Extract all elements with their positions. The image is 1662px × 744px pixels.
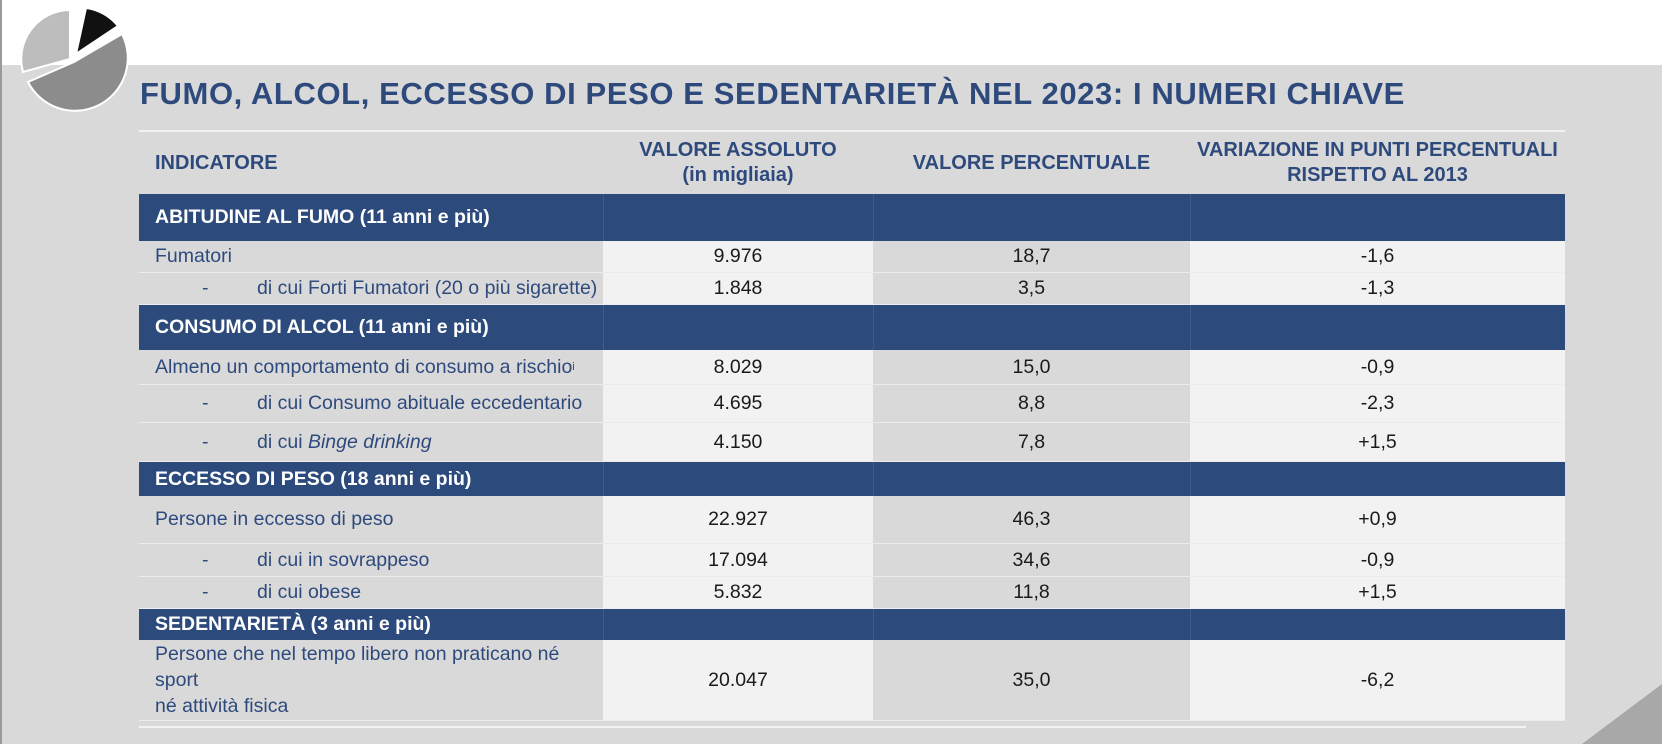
row-abs-value: 4.695 [603,385,873,422]
row-label: - di cui Consumo abituale eccedentario [139,385,603,422]
row-var-value: +1,5 [1190,423,1565,461]
row-abs-value: 1.848 [603,273,873,304]
left-border [0,0,2,744]
row-abs-value: 8.029 [603,350,873,384]
row-pct-value: 7,8 [873,423,1190,461]
header-variazione: VARIAZIONE IN PUNTI PERCENTUALI RISPETTO… [1190,132,1565,194]
row-label-line2: né attività fisica [155,695,289,717]
row-pct-value: 46,3 [873,496,1190,543]
table-row: - di cui in sovrappeso 17.094 34,6 -0,9 [139,544,1565,577]
row-dash: - [202,548,209,571]
row-pct-value: 34,6 [873,544,1190,576]
section-row-alcol: CONSUMO DI ALCOL (11 anni e più) [139,305,1565,350]
table-row: Fumatori 9.976 18,7 -1,6 [139,241,1565,273]
row-label-text: di cui obese [257,581,362,603]
corner-triangle-decoration [1582,684,1662,744]
key-figures-table: INDICATORE VALORE ASSOLUTO (in migliaia)… [139,130,1565,721]
section-row-sedentarieta: SEDENTARIETÀ (3 anni e più) [139,609,1565,640]
row-label: Persone in eccesso di peso [139,496,603,543]
row-label: Almeno un comportamento di consumo a ris… [139,350,603,384]
table-row: Almeno un comportamento di consumo a ris… [139,350,1565,385]
row-dash: - [202,581,209,603]
row-var-value: -2,3 [1190,385,1565,422]
section-label: SEDENTARIETÀ (3 anni e più) [155,613,431,635]
row-label-italic: Binge drinking [307,430,432,453]
row-var-value: -6,2 [1190,640,1565,720]
table-row: - di cui obese 5.832 11,8 +1,5 [139,577,1565,609]
row-abs-value: 4.150 [603,423,873,461]
section-label: CONSUMO DI ALCOL (11 anni e più) [155,316,489,338]
row-label-text: Almeno un comportamento di consumo a ris… [155,355,573,378]
table-row: Persone che nel tempo libero non pratica… [139,640,1565,721]
row-var-value: +0,9 [1190,496,1565,543]
pie-chart-logo-icon [20,6,128,112]
row-dash: - [202,277,209,299]
row-label: - di cui Forti Fumatori (20 o più sigaret… [139,273,603,304]
section-row-fumo: ABITUDINE AL FUMO (11 anni e più) [139,194,1565,241]
row-var-value: -1,3 [1190,273,1565,304]
row-label-prefix: di cui [257,430,308,453]
header-valore-assoluto-line1: VALORE ASSOLUTO [639,139,837,161]
table-row: - di cui Consumo abituale eccedentario 4.… [139,385,1565,423]
header-valore-assoluto: VALORE ASSOLUTO (in migliaia) [603,132,873,194]
row-var-value: -1,6 [1190,241,1565,272]
row-label: - di cui in sovrappeso [139,544,603,576]
bottom-divider [139,726,1526,728]
table-row: Persone in eccesso di peso 22.927 46,3 +… [139,496,1565,544]
row-label: - di cui obese [139,577,603,608]
table-row: - di cui Binge drinking 4.150 7,8 +1,5 [139,423,1565,462]
header-variazione-line2: RISPETTO AL 2013 [1287,164,1468,186]
row-label: - di cui Binge drinking [139,423,603,461]
header-indicatore: INDICATORE [155,151,278,174]
row-label-text: di cui Forti Fumatori (20 o più sigarett… [257,277,598,299]
row-pct-value: 8,8 [873,385,1190,422]
row-pct-value: 3,5 [873,273,1190,304]
row-label-text: di cui in sovrappeso [257,548,430,571]
row-label-line1: Persone che nel tempo libero non pratica… [155,643,560,691]
header-valore-assoluto-line2: (in migliaia) [682,164,794,186]
row-label: Persone che nel tempo libero non pratica… [139,640,603,720]
section-label: ECCESSO DI PESO (18 anni e più) [155,467,472,490]
page-title: FUMO, ALCOL, ECCESSO DI PESO E SEDENTARI… [140,76,1405,111]
row-var-value: -0,9 [1190,544,1565,576]
table-header-row: INDICATORE VALORE ASSOLUTO (in migliaia)… [139,132,1565,194]
row-abs-value: 22.927 [603,496,873,543]
row-pct-value: 11,8 [873,577,1190,608]
row-dash: - [202,430,209,453]
header-valore-percentuale: VALORE PERCENTUALE [912,151,1151,174]
row-pct-value: 15,0 [873,350,1190,384]
row-pct-value: 35,0 [873,640,1190,720]
row-var-value: -0,9 [1190,350,1565,384]
row-abs-value: 17.094 [603,544,873,576]
header-variazione-line1: VARIAZIONE IN PUNTI PERCENTUALI [1197,139,1558,161]
row-label-text: di cui Consumo abituale eccedentario [257,392,583,414]
row-abs-value: 9.976 [603,241,873,272]
row-abs-value: 5.832 [603,577,873,608]
table-row: - di cui Forti Fumatori (20 o più sigaret… [139,273,1565,305]
row-var-value: +1,5 [1190,577,1565,608]
row-pct-value: 18,7 [873,241,1190,272]
row-abs-value: 20.047 [603,640,873,720]
section-label: ABITUDINE AL FUMO (11 anni e più) [155,206,490,228]
row-label: Fumatori [139,241,603,272]
section-row-peso: ECCESSO DI PESO (18 anni e più) [139,462,1565,496]
footnote-marker: i [572,361,575,373]
row-dash: - [202,392,209,414]
